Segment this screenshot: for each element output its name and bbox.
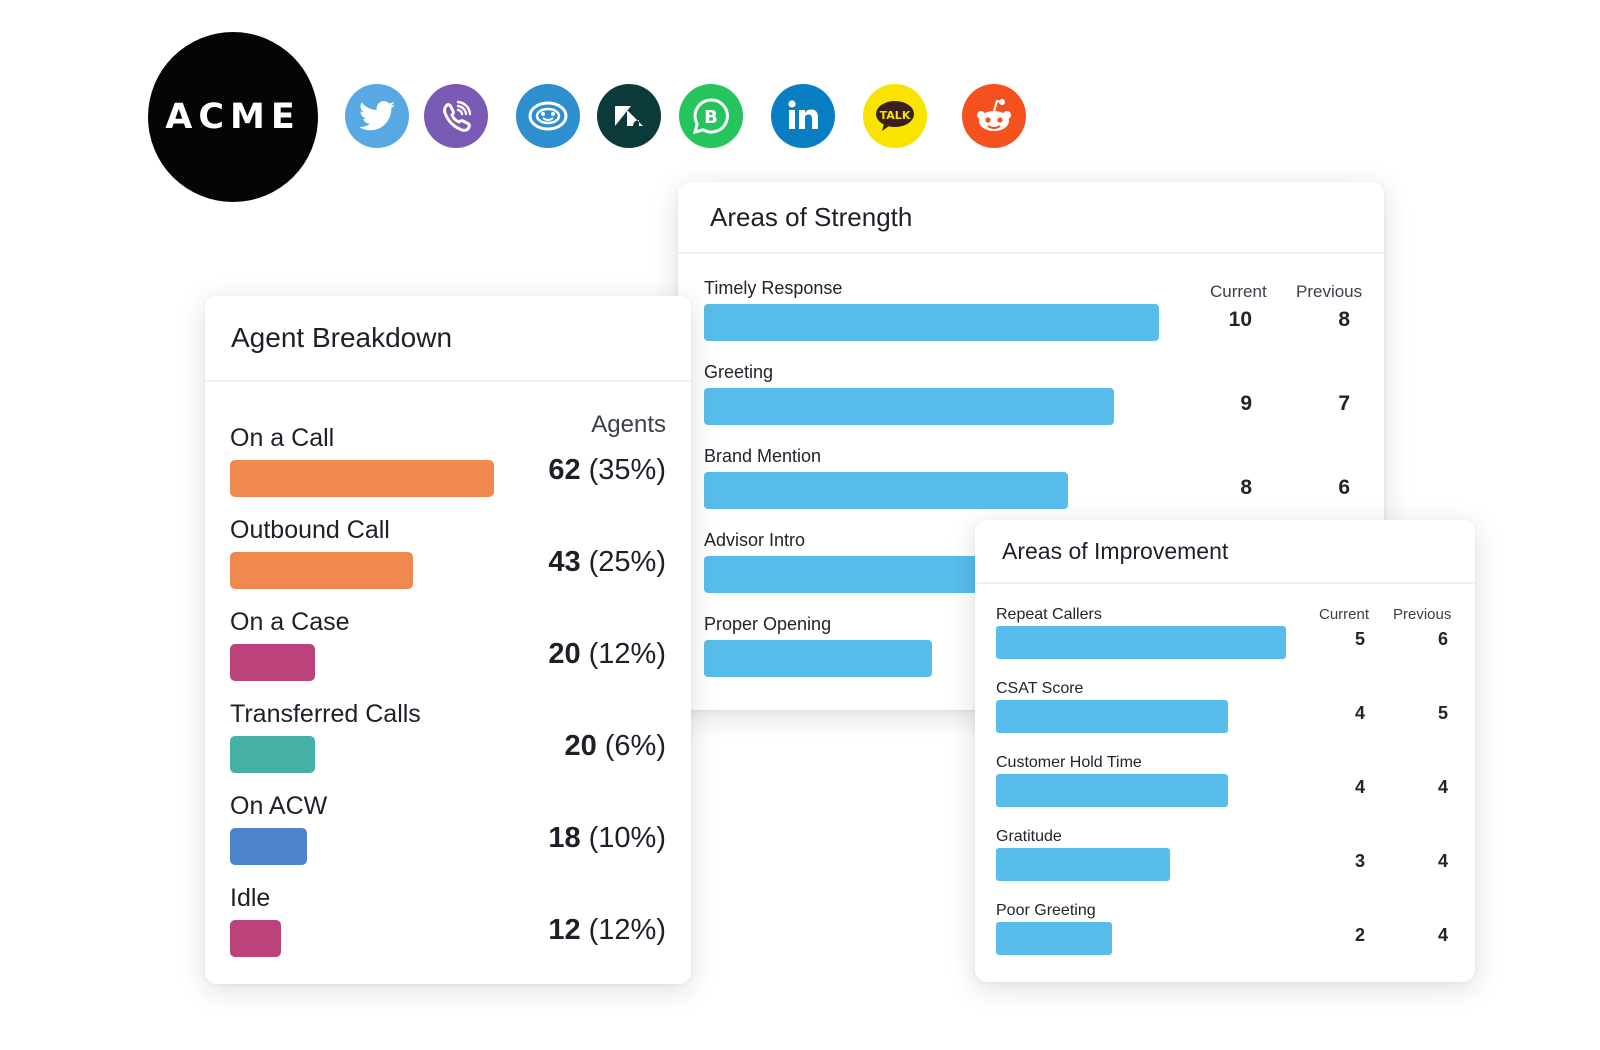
agent-value: 20 (12%) — [548, 638, 666, 671]
agent-bar — [230, 552, 413, 589]
strength-bar — [704, 388, 1114, 425]
agent-percent: (25%) — [588, 546, 666, 578]
strength-header: Areas of Strength — [678, 182, 1384, 254]
agent-percent: (12%) — [588, 914, 666, 946]
agent-count: 62 — [548, 454, 581, 486]
improvement-previous-value: 4 — [1437, 851, 1448, 871]
strength-current-value: 9 — [1240, 392, 1252, 415]
agent-bar — [230, 828, 307, 865]
improvement-current-value: 3 — [1354, 851, 1365, 871]
improvement-previous-value: 5 — [1437, 703, 1448, 723]
improvement-previous-value: 4 — [1437, 777, 1448, 797]
reddit-icon[interactable] — [962, 84, 1026, 148]
improvement-row-label: Customer Hold Time — [996, 754, 1142, 771]
improvement-bar — [996, 774, 1228, 807]
strength-current-header: Current — [1210, 282, 1267, 301]
strength-current-value: 10 — [1228, 308, 1252, 331]
agent-value: 12 (12%) — [548, 914, 666, 947]
agent-row-label: On a Case — [230, 608, 350, 636]
agents-column-header: Agents — [591, 411, 666, 438]
agent-bar — [230, 920, 281, 957]
agent-row-label: On ACW — [230, 792, 328, 820]
strength-bar — [704, 556, 1023, 593]
agent-percent: (12%) — [588, 638, 666, 670]
improvement-row-label: Poor Greeting — [996, 902, 1096, 919]
agent-value: 43 (25%) — [548, 546, 666, 579]
improvement-previous-header: Previous — [1393, 606, 1452, 623]
agent-bar — [230, 644, 315, 681]
improvement-bar — [996, 626, 1286, 659]
twitter-icon[interactable] — [345, 84, 409, 148]
strength-previous-value: 7 — [1338, 392, 1350, 415]
whatsapp-business-icon[interactable]: B — [679, 84, 743, 148]
improvement-bar — [996, 700, 1228, 733]
agent-percent: (6%) — [604, 730, 666, 762]
agent-count: 18 — [548, 822, 581, 854]
strength-bar — [704, 640, 932, 677]
strength-bar — [704, 304, 1159, 341]
improvement-current-header: Current — [1319, 606, 1370, 623]
agent-title: Agent Breakdown — [231, 322, 453, 353]
viber-icon[interactable] — [424, 84, 488, 148]
agent-count: 43 — [548, 546, 581, 578]
strength-previous-value: 6 — [1338, 476, 1350, 499]
strength-previous-value: 8 — [1338, 308, 1350, 331]
agent-percent: (35%) — [588, 454, 666, 486]
agent-count: 20 — [548, 638, 581, 670]
kakaotalk-icon[interactable]: TALK — [863, 84, 927, 148]
improvement-row-label: CSAT Score — [996, 680, 1084, 697]
kakaotalk-label: TALK — [880, 109, 911, 122]
improvement-row-label: Repeat Callers — [996, 606, 1102, 623]
agent-count: 20 — [564, 730, 597, 762]
svg-text:B: B — [704, 107, 718, 128]
agent-row-label: Transferred Calls — [230, 700, 421, 728]
improvement-row-label: Gratitude — [996, 828, 1062, 845]
agent-breakdown-card: Agent Breakdown Agents On a Call 62 (35%)… — [205, 296, 691, 984]
agent-value: 18 (10%) — [548, 822, 666, 855]
improvement-previous-value: 6 — [1437, 629, 1448, 649]
logo-text: ACME — [165, 97, 301, 137]
improvement-bar — [996, 848, 1170, 881]
agent-value: 20 (6%) — [564, 730, 666, 763]
agent-bar — [230, 460, 494, 497]
improvement-header: Areas of Improvement — [975, 520, 1475, 584]
acme-logo: ACME — [148, 32, 318, 202]
linkedin-icon[interactable] — [771, 84, 835, 148]
chat-bot-icon[interactable] — [516, 84, 580, 148]
improvement-bar — [996, 922, 1112, 955]
strength-row-label: Greeting — [704, 362, 774, 382]
agent-header: Agent Breakdown — [205, 296, 691, 382]
strength-row-label: Brand Mention — [704, 446, 822, 466]
agent-bar — [230, 736, 315, 773]
agent-percent: (10%) — [588, 822, 666, 854]
strength-row-label: Timely Response — [704, 278, 843, 298]
strength-row-label: Proper Opening — [704, 614, 832, 634]
improvement-title: Areas of Improvement — [1002, 538, 1229, 564]
areas-of-improvement-card: Areas of Improvement Current Previous Re… — [975, 520, 1475, 982]
zendesk-icon[interactable] — [597, 84, 661, 148]
agent-count: 12 — [548, 914, 581, 946]
strength-bar — [704, 472, 1068, 509]
agent-value: 62 (35%) — [548, 454, 666, 487]
improvement-current-value: 5 — [1354, 629, 1365, 649]
improvement-current-value: 4 — [1354, 703, 1365, 723]
strength-previous-header: Previous — [1296, 282, 1363, 301]
strength-current-value: 8 — [1240, 476, 1252, 499]
improvement-current-value: 4 — [1354, 777, 1365, 797]
improvement-current-value: 2 — [1354, 925, 1365, 945]
agent-row-label: Outbound Call — [230, 516, 390, 544]
strength-row-label: Advisor Intro — [704, 530, 806, 550]
agent-row-label: On a Call — [230, 424, 335, 452]
agent-row-label: Idle — [230, 884, 271, 912]
improvement-previous-value: 4 — [1437, 925, 1448, 945]
strength-title: Areas of Strength — [710, 202, 913, 232]
